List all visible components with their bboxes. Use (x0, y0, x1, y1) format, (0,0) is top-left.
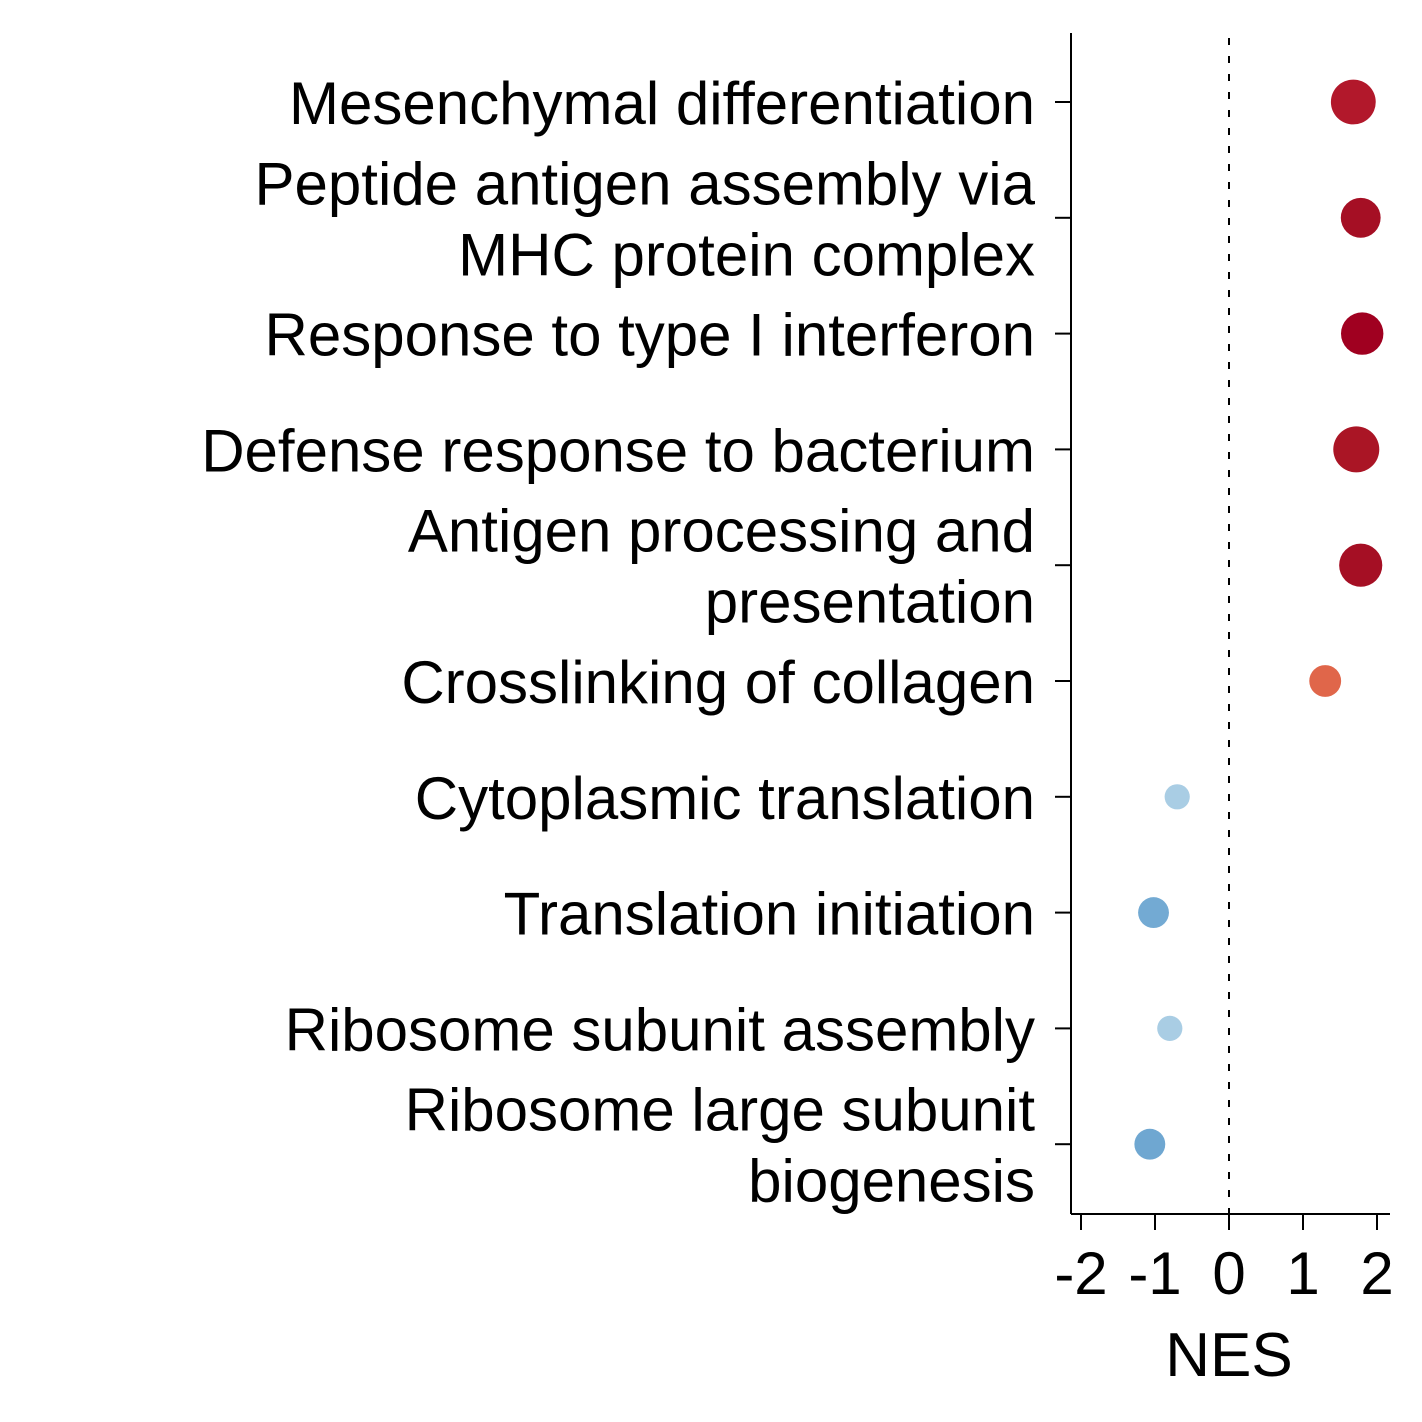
category-label: Peptide antigen assembly via MHC protein … (255, 150, 1036, 288)
category-label: Crosslinking of collagen (401, 649, 1035, 716)
x-tick-label: 1 (1286, 1240, 1319, 1307)
category-labels: Mesenchymal differentiation Peptide antig… (201, 70, 1035, 1215)
data-point (1309, 665, 1342, 697)
category-label-line: biogenesis (748, 1148, 1035, 1215)
data-point (1340, 197, 1381, 238)
category-label: Mesenchymal differentiation (289, 70, 1035, 137)
category-label-line: Ribosome large subunit (405, 1077, 1036, 1144)
x-axis-title: NES (1165, 1321, 1292, 1390)
category-label: Ribosome subunit assembly (285, 996, 1035, 1063)
category-label-line: Cytoplasmic translation (415, 765, 1035, 832)
category-label: Cytoplasmic translation (415, 765, 1035, 832)
category-label: Translation initiation (504, 881, 1035, 948)
data-point (1157, 1015, 1183, 1041)
x-tick-label: -2 (1054, 1240, 1107, 1307)
axes (1055, 33, 1390, 1215)
category-label: Defense response to bacterium (201, 417, 1035, 484)
category-label: Ribosome large subunit biogenesis (405, 1077, 1036, 1215)
category-label-line: Crosslinking of collagen (401, 649, 1035, 716)
data-point (1134, 1128, 1166, 1160)
data-point (1333, 426, 1380, 473)
data-point (1164, 784, 1190, 810)
x-tick-label: 2 (1360, 1240, 1393, 1307)
category-label-line: Response to type I interferon (265, 302, 1035, 369)
category-label-line: Defense response to bacterium (201, 417, 1035, 484)
category-label-line: Translation initiation (504, 881, 1035, 948)
category-label-line: MHC protein complex (458, 221, 1035, 288)
data-point (1330, 79, 1376, 125)
category-label: Response to type I interferon (265, 302, 1035, 369)
category-label-line: presentation (705, 569, 1035, 636)
category-label: Antigen processing and presentation (408, 498, 1035, 636)
category-label-line: Mesenchymal differentiation (289, 70, 1035, 137)
category-label-line: Ribosome subunit assembly (285, 996, 1035, 1063)
x-tick-label: -1 (1128, 1240, 1181, 1307)
category-label-line: Peptide antigen assembly via (255, 150, 1036, 217)
data-point (1339, 543, 1383, 587)
category-label-line: Antigen processing and (408, 498, 1035, 565)
x-tick-label: 0 (1212, 1240, 1245, 1307)
x-axis-ticks: -2 -1 0 1 2 (1054, 1214, 1394, 1307)
data-points (1134, 79, 1384, 1160)
data-point (1340, 312, 1384, 355)
data-point (1138, 897, 1169, 929)
